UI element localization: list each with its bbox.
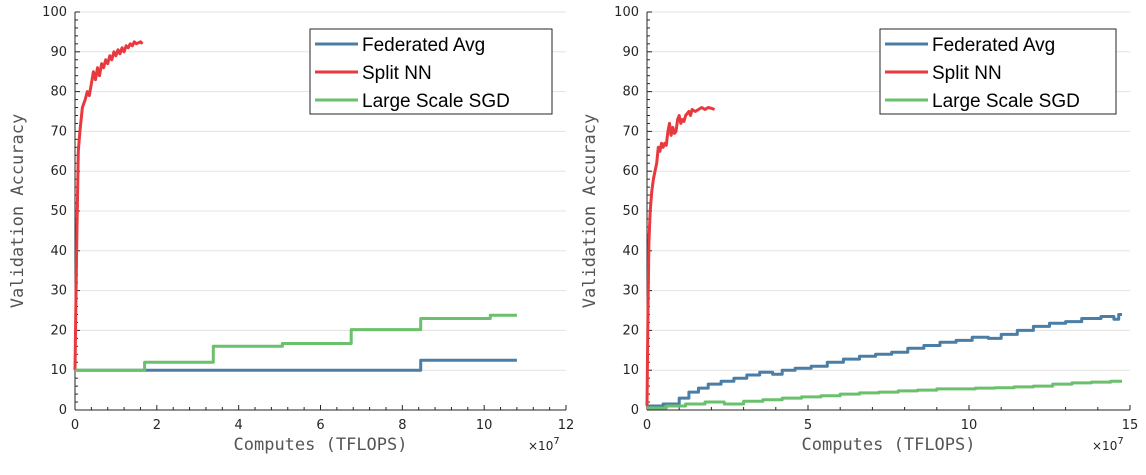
y-tick-label: 100 [42, 5, 67, 20]
legend-label: Split NN [932, 63, 1002, 84]
y-tick-label: 80 [50, 85, 67, 100]
y-axis-label: Validation Accuracy [580, 114, 600, 308]
chart-panel-1: 0 10 20 30 40 50 60 70 80 90 100 0 2 4 6 8 10 12 Computes … [8, 5, 574, 455]
legend-label: Split NN [362, 63, 432, 84]
y-tick-label: 80 [622, 85, 639, 100]
legend-label: Large Scale SGD [362, 91, 510, 112]
x-tick-label: 8 [398, 418, 406, 433]
y-tick-label: 50 [50, 204, 67, 219]
y-tick-label: 70 [622, 124, 639, 139]
x-tick-label: 6 [316, 418, 324, 433]
y-tick-label: 90 [622, 45, 639, 60]
series-line-large-scale-sgd [647, 379, 1122, 410]
series-line-split-nn [645, 106, 716, 407]
y-tick-label: 40 [50, 244, 67, 259]
y-tick-label: 20 [622, 323, 639, 338]
y-tick-label: 70 [50, 124, 67, 139]
legend-label: Federated Avg [362, 35, 485, 56]
y-tick-label: 60 [50, 164, 67, 179]
x-axis-label: Computes (TFLOPS) [234, 435, 408, 455]
x-tick-label: 10 [961, 418, 978, 433]
series-line-federated-avg [75, 358, 517, 372]
x-tick-label: 15 [1122, 418, 1139, 433]
y-tick-label: 0 [631, 403, 639, 418]
x-tick-label: 0 [71, 418, 79, 433]
x-tick-label: 2 [153, 418, 161, 433]
series-line-split-nn [73, 40, 144, 371]
y-tick-label: 10 [50, 363, 67, 378]
chart-panel-2: 0 10 20 30 40 50 60 70 80 90 100 0 5 10 15 Computes (TF… [580, 5, 1138, 455]
y-tick-label: 50 [622, 204, 639, 219]
y-tick-label: 20 [50, 323, 67, 338]
legend: Federated Avg Split NN Large Scale SGD [879, 28, 1117, 115]
y-tick-label: 10 [622, 363, 639, 378]
series-line-large-scale-sgd [75, 313, 517, 372]
y-tick-label: 60 [622, 164, 639, 179]
y-tick-label: 40 [622, 244, 639, 259]
legend-label: Federated Avg [932, 35, 1055, 56]
x-tick-label: 5 [804, 418, 812, 433]
y-tick-label: 30 [50, 284, 67, 299]
legend: Federated Avg Split NN Large Scale SGD [309, 28, 553, 115]
x-axis-label: Computes (TFLOPS) [802, 435, 976, 455]
y-axis-label: Validation Accuracy [8, 114, 28, 308]
y-tick-label: 30 [622, 284, 639, 299]
y-tick-label: 0 [59, 403, 67, 418]
y-tick-label: 100 [614, 5, 639, 20]
series-line-federated-avg [647, 313, 1122, 408]
x-tick-label: 12 [558, 418, 575, 433]
y-tick-label: 90 [50, 45, 67, 60]
x-exponent-label: ×107 [1092, 436, 1124, 453]
x-tick-label: 4 [235, 418, 243, 433]
x-tick-label: 0 [643, 418, 651, 433]
x-tick-label: 10 [476, 418, 493, 433]
x-exponent-label: ×107 [528, 436, 560, 453]
legend-label: Large Scale SGD [932, 91, 1080, 112]
